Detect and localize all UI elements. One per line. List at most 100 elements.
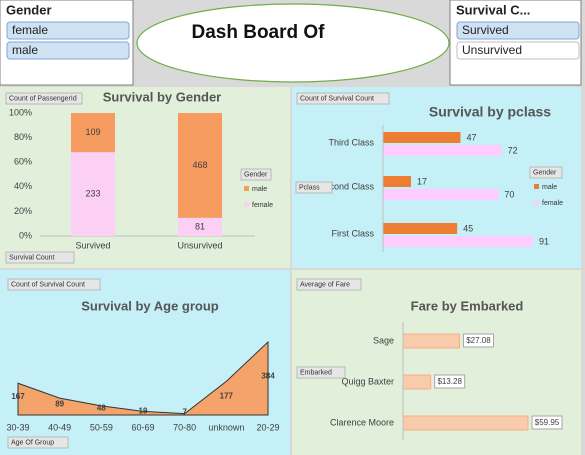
data-label: 91 <box>539 236 549 246</box>
data-label: 72 <box>508 145 518 155</box>
field-button-label: Survival Count <box>9 254 55 261</box>
legend-label: male <box>252 186 267 193</box>
legend-swatch <box>534 200 539 205</box>
bar-segment <box>71 152 115 236</box>
field-button-label: Average of Fare <box>300 281 350 288</box>
field-button-label: Count of Survival Count <box>11 281 85 288</box>
x-tick-label: 20-29 <box>256 422 279 432</box>
legend-label: female <box>252 202 273 209</box>
legend-title-box <box>240 168 272 181</box>
field-button <box>7 436 69 449</box>
slicer-item[interactable] <box>456 41 580 60</box>
bar-segment <box>178 217 222 236</box>
y-tick-label: Quigg Baxter <box>341 376 394 386</box>
legend-swatch <box>534 184 539 189</box>
legend-label: female <box>542 200 563 207</box>
y-tick-label: 60% <box>14 157 32 167</box>
data-label: 47 <box>466 132 476 142</box>
y-tick-label: Third Class <box>328 137 374 147</box>
field-button-label: Pclass <box>299 184 320 191</box>
legend-title-box <box>529 166 563 179</box>
bar <box>383 176 412 187</box>
slicer-item[interactable] <box>6 41 130 60</box>
y-tick-label: 80% <box>14 132 32 142</box>
x-tick-label: 30-39 <box>6 422 29 432</box>
chart-title: Survival by Age group <box>81 298 219 313</box>
data-label: 81 <box>195 221 205 231</box>
y-tick-label: First Class <box>332 228 375 238</box>
data-label: $59.95 <box>535 418 560 427</box>
bar <box>383 189 499 200</box>
field-button <box>7 278 101 291</box>
y-tick-label: Sage <box>373 335 394 345</box>
y-tick-label: 0% <box>19 230 32 240</box>
bar <box>383 236 533 247</box>
bar <box>383 132 461 143</box>
slicer-item[interactable] <box>456 21 580 40</box>
bar <box>383 145 502 156</box>
field-button <box>5 92 83 105</box>
x-tick-label: 40-49 <box>48 422 71 432</box>
y-tick-label: 100% <box>9 107 32 117</box>
data-label: 177 <box>220 391 234 400</box>
field-button <box>5 251 75 264</box>
data-label: 468 <box>192 160 207 170</box>
data-label: 167 <box>11 392 25 401</box>
field-button-label: Embarked <box>300 369 332 376</box>
data-label-box <box>434 374 466 389</box>
field-button <box>296 278 362 291</box>
dashboard-title: Dash Board Of <box>191 22 325 43</box>
data-label: $13.28 <box>437 377 462 386</box>
y-tick-label: Second Class <box>318 181 374 191</box>
data-label: 19 <box>139 406 148 415</box>
field-button <box>296 366 346 379</box>
x-tick-label: Survived <box>75 240 110 250</box>
x-tick-label: unknown <box>208 422 244 432</box>
data-label: 109 <box>85 127 100 137</box>
y-tick-label: 40% <box>14 181 32 191</box>
data-label: 7 <box>182 407 187 416</box>
data-label: 89 <box>55 400 64 409</box>
data-label: 384 <box>261 372 275 381</box>
field-button-label: Age Of Group <box>11 439 54 446</box>
data-label: 233 <box>85 188 100 198</box>
data-label-box <box>462 333 494 348</box>
slicer-item[interactable] <box>6 21 130 40</box>
field-button <box>296 92 390 105</box>
field-button <box>295 181 333 194</box>
y-tick-label: 20% <box>14 206 32 216</box>
chart-title: Fare by Embarked <box>411 298 524 313</box>
data-label: 45 <box>463 223 473 233</box>
legend-title: Gender <box>244 171 268 178</box>
slicer-item-label: Unsurvived <box>462 43 522 57</box>
slicer-title: Gender <box>6 2 52 17</box>
data-label: 17 <box>417 176 427 186</box>
chart-title: Survival by pclass <box>429 104 551 120</box>
bar <box>402 333 460 349</box>
slicer-item-label: Survived <box>462 23 509 37</box>
data-label: 48 <box>97 404 106 413</box>
area <box>17 340 269 416</box>
data-label: 70 <box>504 189 514 199</box>
bar <box>402 374 432 390</box>
x-tick-label: 60-69 <box>131 422 154 432</box>
bar-segment <box>71 113 115 153</box>
bar <box>383 223 458 234</box>
slicer-item-label: female <box>12 23 48 37</box>
legend-title: Gender <box>533 169 557 176</box>
data-label: $27.08 <box>466 336 491 345</box>
slicer-item-label: male <box>12 43 38 57</box>
x-tick-label: 50-59 <box>90 422 113 432</box>
panel <box>0 270 290 455</box>
x-tick-label: 70-80 <box>173 422 196 432</box>
bar <box>402 415 529 431</box>
slicer-title: Survival C... <box>456 2 530 17</box>
y-tick-label: Clarence Moore <box>330 417 394 427</box>
field-button-label: Count of PassengerId <box>9 95 77 102</box>
field-button-label: Count of Survival Count <box>300 95 374 102</box>
legend-swatch <box>244 186 249 191</box>
title-oval <box>136 3 450 83</box>
legend-swatch <box>244 202 249 207</box>
data-label-box <box>531 415 563 430</box>
